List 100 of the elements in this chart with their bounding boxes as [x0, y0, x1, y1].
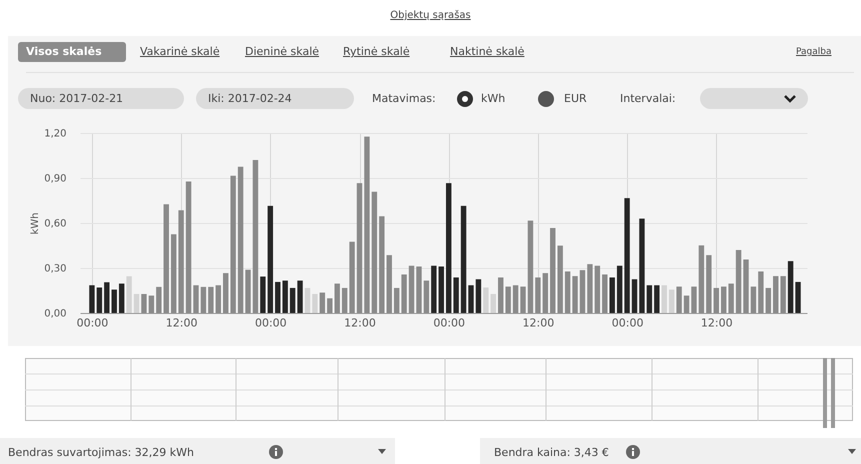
bar [327, 298, 332, 313]
bar [557, 246, 563, 313]
text: Visos skalės [26, 45, 102, 58]
bar [178, 210, 184, 313]
x-tick-label: 00:00 [254, 316, 287, 330]
bar [564, 271, 570, 313]
bar [312, 294, 318, 313]
bar [446, 183, 452, 313]
bar [349, 242, 355, 313]
bar [646, 285, 652, 313]
bar [468, 285, 474, 313]
bar [505, 286, 511, 313]
x-tick-label: 12:00 [700, 316, 733, 330]
text: Bendras suvartojimas: 32,29 kWh [8, 446, 194, 459]
bar [535, 277, 541, 313]
bar [795, 282, 801, 313]
bar [736, 250, 742, 313]
text: Naktinė skalė [450, 45, 524, 58]
bar [714, 288, 719, 313]
text: Dieninė skalė [245, 45, 320, 58]
bar [728, 284, 734, 313]
bar [193, 285, 199, 313]
y-tick-label: 0,00 [44, 308, 66, 320]
bar [743, 259, 749, 313]
bar [610, 277, 615, 313]
bar [498, 277, 504, 313]
bar [632, 279, 638, 313]
bar [460, 206, 466, 313]
text: EUR [564, 92, 587, 105]
bar [453, 277, 459, 313]
bar [364, 136, 370, 313]
text: Intervalai: [620, 92, 676, 105]
bar [356, 183, 362, 313]
bar [476, 279, 482, 313]
x-tick-label: 00:00 [612, 316, 644, 330]
y-tick-label: 0,90 [44, 174, 66, 184]
bar [602, 274, 608, 313]
bar [260, 276, 266, 313]
bar [431, 266, 437, 313]
bar [89, 285, 95, 313]
bar [282, 280, 288, 313]
bar [773, 276, 778, 313]
bar [290, 288, 296, 313]
bar [438, 266, 444, 313]
bar [200, 286, 206, 313]
bar [691, 286, 697, 313]
bar [156, 286, 162, 313]
x-tick-label: 12:00 [166, 316, 198, 330]
bar [170, 234, 176, 313]
bar [720, 286, 726, 313]
bar [490, 294, 496, 313]
bar [706, 255, 712, 313]
text: kWh [481, 92, 506, 105]
text: Rytinė skalė [343, 45, 410, 58]
bar [750, 286, 756, 313]
bar [542, 273, 548, 313]
text: Iki: 2017-02-24 [208, 92, 292, 105]
bar [520, 286, 526, 313]
bar [572, 276, 578, 313]
bar [186, 181, 192, 313]
bar [148, 296, 154, 313]
bar [639, 218, 645, 313]
bar [624, 198, 630, 313]
text: Nuo: 2017-02-21 [30, 92, 124, 105]
bar [104, 282, 110, 313]
x-tick-label: 12:00 [522, 316, 554, 330]
bar [416, 266, 422, 313]
x-tick-label: 12:00 [344, 316, 376, 330]
bar [788, 261, 794, 313]
bar [223, 273, 228, 313]
bar [334, 284, 340, 313]
bar [587, 264, 593, 313]
bar [342, 288, 348, 313]
bar [379, 216, 385, 313]
bar [483, 288, 489, 313]
bar [654, 285, 660, 313]
bar [408, 266, 414, 313]
bar [216, 285, 222, 313]
bar [528, 220, 534, 313]
y-tick-label: 0,60 [44, 218, 66, 230]
bar [230, 176, 236, 313]
bar [394, 288, 400, 313]
bar [275, 282, 280, 313]
text: Vakarinė skalė [140, 45, 220, 58]
text: Matavimas: [372, 92, 436, 105]
bar [676, 286, 682, 313]
y-tick-label: 1,20 [44, 128, 66, 140]
bar [684, 296, 690, 313]
bar [304, 288, 310, 313]
y-tick-label: 0,30 [44, 264, 66, 274]
x-tick-label: 00:00 [433, 316, 466, 330]
bar [164, 204, 169, 313]
bar [141, 294, 147, 313]
bar [245, 270, 251, 313]
bar [766, 288, 772, 313]
bar [96, 288, 102, 313]
bar [758, 271, 764, 313]
bar [238, 166, 244, 313]
bar [424, 280, 430, 313]
bar [668, 290, 674, 313]
